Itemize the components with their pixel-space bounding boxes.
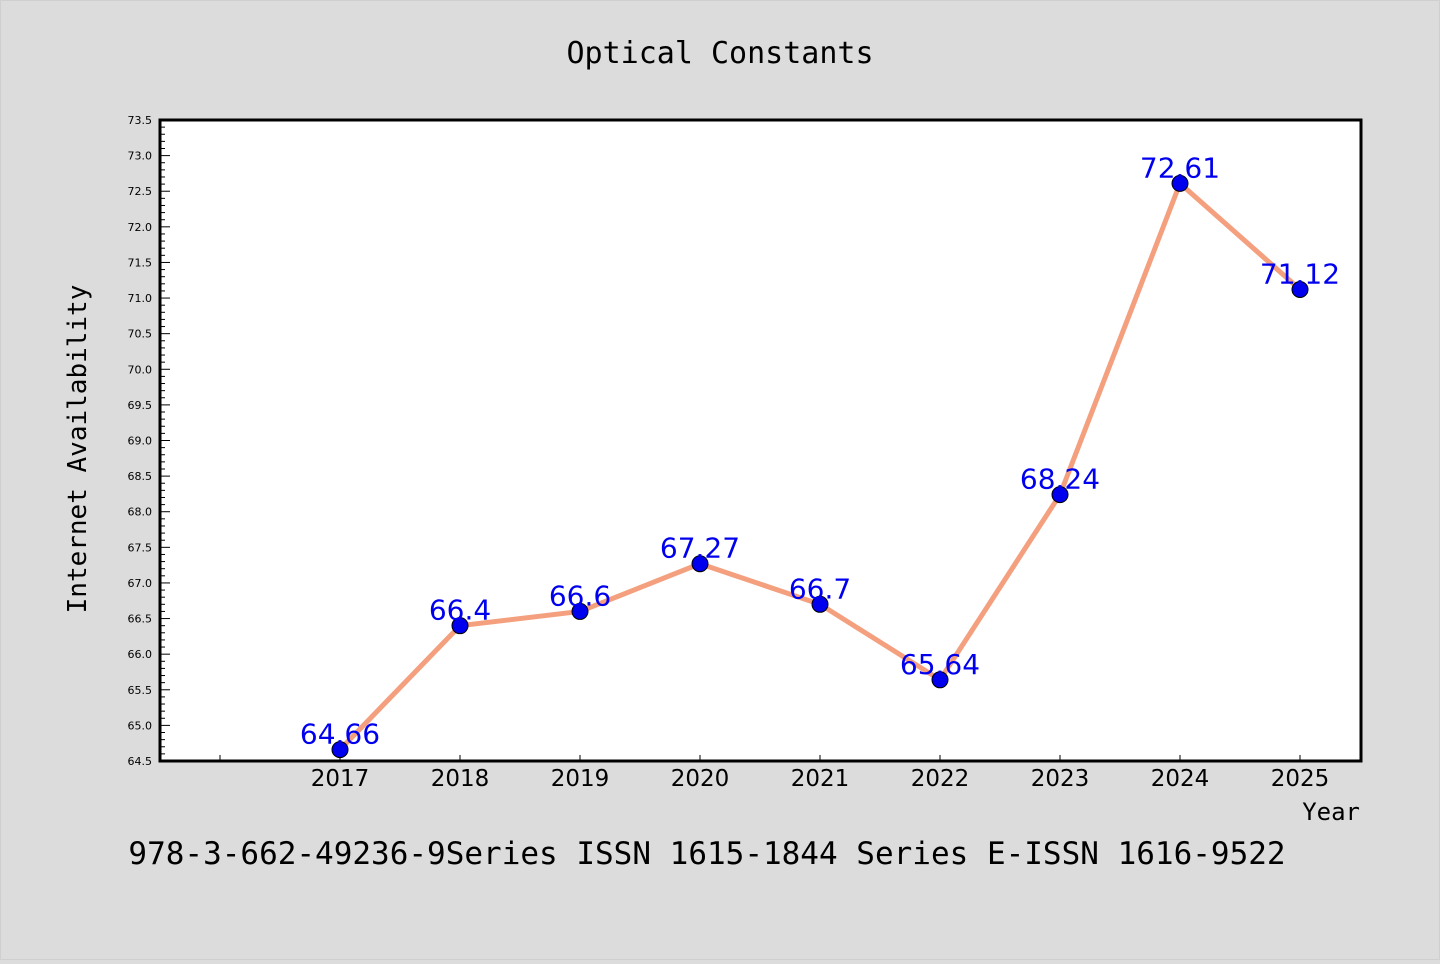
data-label: 72.61 <box>1140 151 1220 184</box>
y-tick-label: 65.5 <box>128 684 153 697</box>
x-tick-label: 2019 <box>551 766 610 792</box>
y-tick-label: 69.0 <box>128 435 153 448</box>
series-layer <box>331 174 1309 759</box>
x-tick-label: 2017 <box>311 766 370 792</box>
y-tick-label: 73.0 <box>128 150 153 163</box>
y-tick-label: 71.5 <box>128 256 153 269</box>
data-label: 66.6 <box>549 579 611 612</box>
y-tick-label: 65.0 <box>128 719 153 732</box>
data-point <box>691 555 709 573</box>
data-point <box>571 602 589 620</box>
x-tick-label: 2023 <box>1031 766 1090 792</box>
y-tick-label: 68.0 <box>128 506 153 519</box>
y-tick-label: 67.0 <box>128 577 153 590</box>
x-tick-label: 2021 <box>791 766 850 792</box>
y-tick-label: 73.5 <box>128 114 153 127</box>
y-tick-label: 70.5 <box>128 328 153 341</box>
x-tick-label: 2018 <box>431 766 490 792</box>
data-point <box>931 671 949 689</box>
data-label: 67.27 <box>660 532 740 565</box>
y-tick-label: 72.5 <box>128 185 153 198</box>
data-label: 68.24 <box>1020 463 1100 496</box>
data-label: 66.4 <box>429 594 491 627</box>
x-axis: 2017 2018 2019 2020 2021 2022 2023 2024 2025 <box>219 755 1330 792</box>
data-point <box>1051 486 1069 504</box>
y-tick-label: 66.0 <box>128 648 153 661</box>
x-tick-label: 2024 <box>1151 766 1210 792</box>
y-axis: 64.5 65.0 65.5 66.0 66.5 67.0 67.5 68.0 68.5 69.0… <box>128 114 170 768</box>
y-tick-label: 71.0 <box>128 292 153 305</box>
x-tick-label: 2025 <box>1271 766 1330 792</box>
y-tick-label: 72.0 <box>128 221 153 234</box>
data-point <box>811 595 829 613</box>
footer-text: 978-3-662-49236-9Series ISSN 1615-1844 S… <box>128 836 1285 872</box>
x-tick-label: 2022 <box>911 766 970 792</box>
x-tick-label: 2020 <box>671 766 730 792</box>
data-point <box>1291 281 1309 299</box>
x-axis-label: Year <box>1302 798 1360 826</box>
y-axis-label: Internet Availability <box>63 285 93 614</box>
data-point <box>451 617 469 635</box>
plot-area <box>158 118 1363 763</box>
y-tick-label: 69.5 <box>128 399 153 412</box>
y-tick-label: 66.5 <box>128 613 153 626</box>
y-tick-label: 64.5 <box>128 755 153 768</box>
data-label: 66.7 <box>789 572 851 605</box>
data-label: 64.66 <box>300 718 380 751</box>
y-tick-label: 70.0 <box>128 363 153 376</box>
data-label: 71.12 <box>1260 258 1340 291</box>
y-tick-label: 68.5 <box>128 470 153 483</box>
data-point <box>1171 174 1189 192</box>
y-tick-label: 67.5 <box>128 541 153 554</box>
data-point <box>331 741 349 759</box>
chart-title: Optical Constants <box>566 36 873 71</box>
data-label: 65.64 <box>900 648 980 681</box>
data-label-layer: 64.66 66.4 66.6 67.27 66.7 65.64 68.24 72.61 71.… <box>300 151 1340 750</box>
